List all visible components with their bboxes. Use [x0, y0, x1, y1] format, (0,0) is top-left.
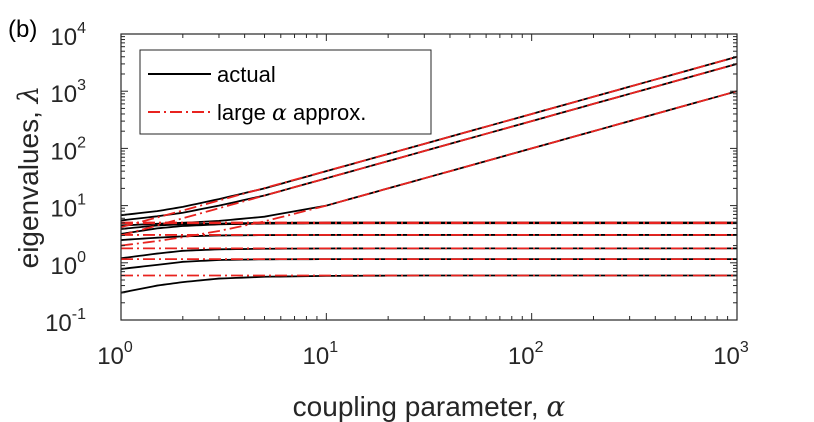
actual-series-0	[121, 274, 737, 294]
x-tick-label-1: 101	[303, 339, 339, 370]
x-tick-label-3: 103	[713, 339, 749, 370]
tick-layer	[120, 34, 737, 321]
actual-series-5	[121, 221, 737, 230]
approx-series-15	[121, 90, 737, 247]
y-axis-title: eigenvalues, λ	[12, 86, 45, 269]
y-tick-label-0: 10-1	[45, 306, 86, 337]
x-tick-label-0: 100	[97, 339, 133, 370]
y-tick-label-4: 103	[50, 77, 86, 108]
legend-box	[139, 49, 432, 135]
legend-label-actual: actual	[217, 62, 276, 87]
legend-label-approx: large α approx.	[217, 100, 366, 126]
legend: actual large α approx.	[139, 49, 432, 135]
y-tick-label-2: 101	[50, 192, 86, 223]
actual-series-3	[121, 234, 737, 241]
panel-label: (b)	[8, 16, 37, 43]
y-tick-label-3: 102	[50, 134, 86, 165]
x-tick-label-2: 102	[508, 339, 544, 370]
approx-series-16	[121, 63, 737, 237]
y-tick-label-1: 100	[50, 249, 86, 280]
actual-series-1	[121, 258, 737, 270]
plot-frame	[120, 33, 738, 321]
x-axis-title: coupling parameter, α	[293, 390, 566, 422]
x-tick-labels: 100 101 102 103	[97, 339, 749, 370]
y-tick-labels: 10-1 100 101 102 103 104	[45, 20, 86, 337]
actual-series-2	[121, 247, 737, 260]
y-tick-label-5: 104	[50, 20, 86, 51]
series-layer	[121, 55, 737, 294]
approx-series-17	[121, 55, 737, 229]
